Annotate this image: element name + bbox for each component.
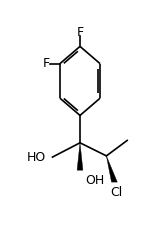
Polygon shape — [77, 143, 83, 170]
Text: Cl: Cl — [110, 186, 122, 198]
Polygon shape — [106, 156, 117, 182]
Text: F: F — [76, 26, 84, 39]
Text: HO: HO — [27, 151, 46, 164]
Text: F: F — [43, 57, 50, 70]
Text: OH: OH — [86, 174, 105, 187]
